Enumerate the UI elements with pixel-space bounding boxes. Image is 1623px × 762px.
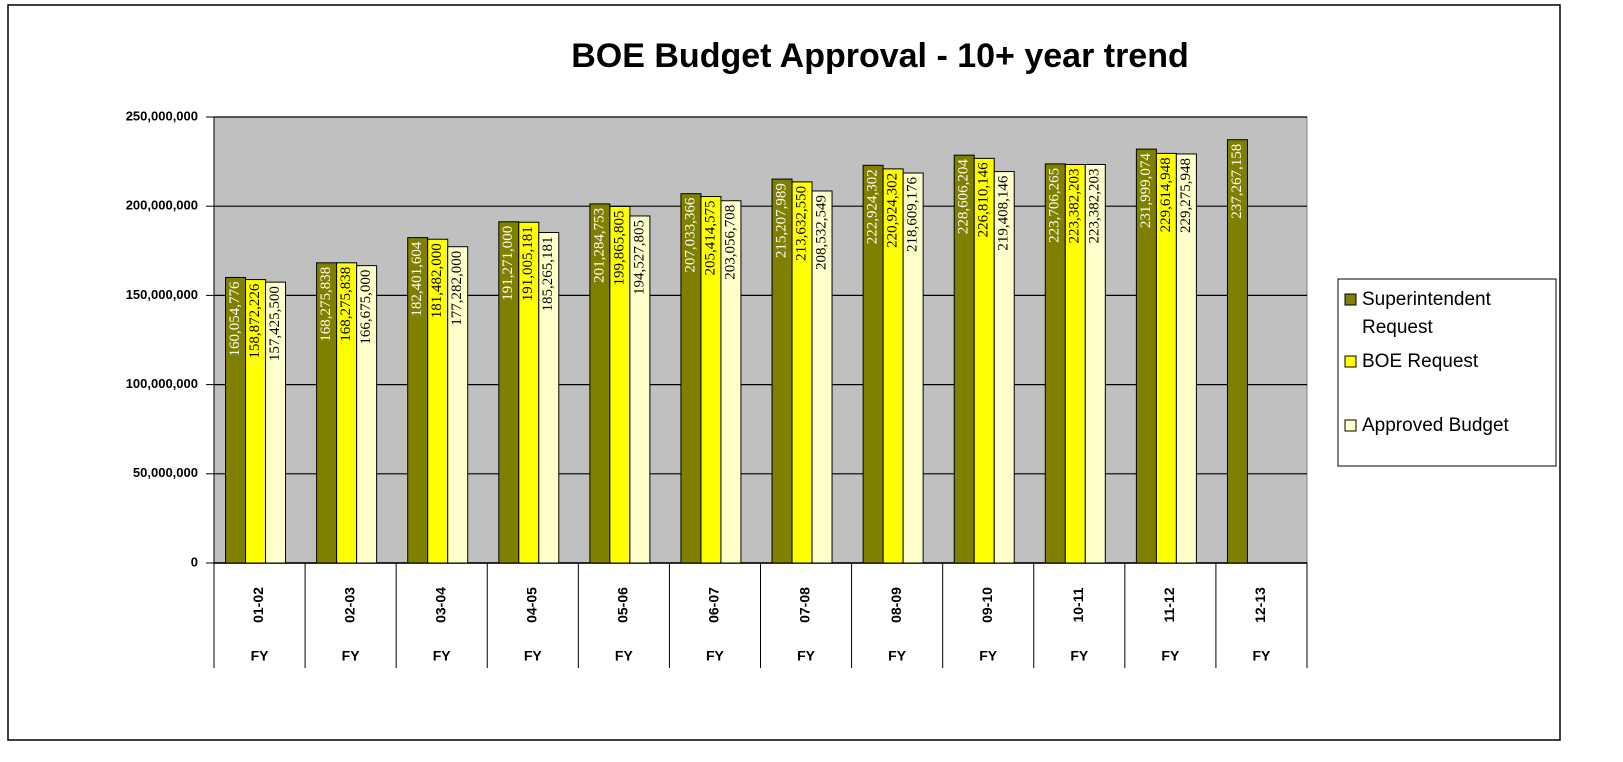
x-group-label: FY xyxy=(615,648,634,664)
x-tick-label: 01-02 xyxy=(250,587,266,623)
bar xyxy=(902,172,924,564)
x-tick-label: 03-04 xyxy=(432,587,448,623)
data-label: 166,675,000 xyxy=(358,270,374,345)
data-label: 168,275,838 xyxy=(338,267,354,342)
plot-area xyxy=(213,116,1308,564)
y-tick-label: 50,000,000 xyxy=(133,465,198,480)
x-group-label: FY xyxy=(1070,648,1089,664)
bar xyxy=(629,215,651,564)
legend-swatch xyxy=(1344,355,1357,368)
data-label: 215,207,989 xyxy=(773,183,789,258)
bar xyxy=(1084,163,1106,564)
data-label: 194,527,805 xyxy=(631,220,647,295)
bar xyxy=(538,231,560,564)
x-tick-label: 05-06 xyxy=(615,587,631,623)
x-group-label: FY xyxy=(979,648,998,664)
x-tick-label: 10-11 xyxy=(1070,587,1086,622)
x-tick-label: 04-05 xyxy=(523,587,539,623)
data-label: 177,282,000 xyxy=(449,251,465,326)
data-label: 185,265,181 xyxy=(540,236,556,311)
x-group-label: FY xyxy=(706,648,725,664)
x-tick-label: 08-09 xyxy=(888,587,904,623)
x-group-label: FY xyxy=(888,648,907,664)
data-label: 168,275,838 xyxy=(318,267,334,342)
x-group-label: FY xyxy=(1161,648,1180,664)
data-label: 182,401,604 xyxy=(409,241,425,316)
bar xyxy=(1226,139,1248,564)
x-tick-label: 11-12 xyxy=(1161,587,1177,622)
legend-label: Approved Budget xyxy=(1362,415,1510,436)
bar xyxy=(1175,153,1197,564)
data-label: 219,408,146 xyxy=(996,175,1012,251)
data-label: 158,872,226 xyxy=(247,283,263,359)
y-tick-label: 100,000,000 xyxy=(126,376,198,391)
data-label: 181,482,000 xyxy=(429,243,445,318)
x-group-label: FY xyxy=(251,648,270,664)
y-tick-label: 0 xyxy=(191,554,198,569)
data-label: 222,924,302 xyxy=(865,169,881,244)
legend-swatch xyxy=(1344,419,1357,432)
bar xyxy=(356,265,378,564)
legend-label: Superintendent Request xyxy=(1362,289,1492,338)
legend-line: Superintendent xyxy=(1362,289,1492,310)
x-group-label: FY xyxy=(524,648,543,664)
data-label: 228,606,204 xyxy=(956,159,972,235)
data-label: 191,271,000 xyxy=(500,226,516,301)
x-group-label: FY xyxy=(797,648,816,664)
data-label: 201,284,753 xyxy=(591,208,607,283)
legend-line: Request xyxy=(1362,317,1433,338)
x-tick-label: 02-03 xyxy=(341,587,357,623)
y-tick-label: 200,000,000 xyxy=(126,198,198,213)
legend-label: BOE Request xyxy=(1362,351,1479,372)
x-group-label: FY xyxy=(433,648,452,664)
data-label: 223,382,203 xyxy=(1067,168,1083,243)
data-label: 207,033,366 xyxy=(682,197,698,272)
data-label: 208,532,549 xyxy=(813,195,829,270)
x-tick-label: 12-13 xyxy=(1252,587,1268,623)
data-label: 226,810,146 xyxy=(976,162,992,238)
bar xyxy=(993,171,1015,564)
data-label: 237,267,158 xyxy=(1229,144,1245,219)
x-group-label: FY xyxy=(1253,648,1272,664)
data-label: 199,865,805 xyxy=(611,210,627,285)
x-tick-label: 09-10 xyxy=(979,587,995,623)
bar xyxy=(265,281,287,564)
data-label: 223,706,265 xyxy=(1047,168,1063,243)
data-label: 191,005,181 xyxy=(520,226,536,301)
data-label: 231,999,074 xyxy=(1138,153,1154,229)
bar xyxy=(811,190,833,564)
data-label: 203,056,708 xyxy=(722,205,738,280)
y-tick-label: 150,000,000 xyxy=(126,287,198,302)
data-label: 213,632,550 xyxy=(793,186,809,261)
data-label: 218,609,176 xyxy=(905,177,921,253)
data-label: 157,425,500 xyxy=(267,286,283,361)
data-label: 220,924,302 xyxy=(885,173,901,248)
legend-swatch xyxy=(1344,293,1357,306)
data-label: 229,275,948 xyxy=(1178,158,1194,233)
legend-box xyxy=(1337,278,1557,467)
x-tick-label: 07-08 xyxy=(797,587,813,623)
chart-title: BOE Budget Approval - 10+ year trend xyxy=(571,37,1189,75)
y-tick-label: 250,000,000 xyxy=(126,108,198,123)
bar xyxy=(447,246,469,564)
data-label: 205,414,575 xyxy=(702,201,718,276)
data-label: 160,054,776 xyxy=(227,281,243,357)
data-label: 223,382,203 xyxy=(1087,168,1103,243)
data-label: 229,614,948 xyxy=(1158,157,1174,232)
x-tick-label: 06-07 xyxy=(706,587,722,623)
bar xyxy=(720,200,742,564)
x-group-label: FY xyxy=(342,648,361,664)
